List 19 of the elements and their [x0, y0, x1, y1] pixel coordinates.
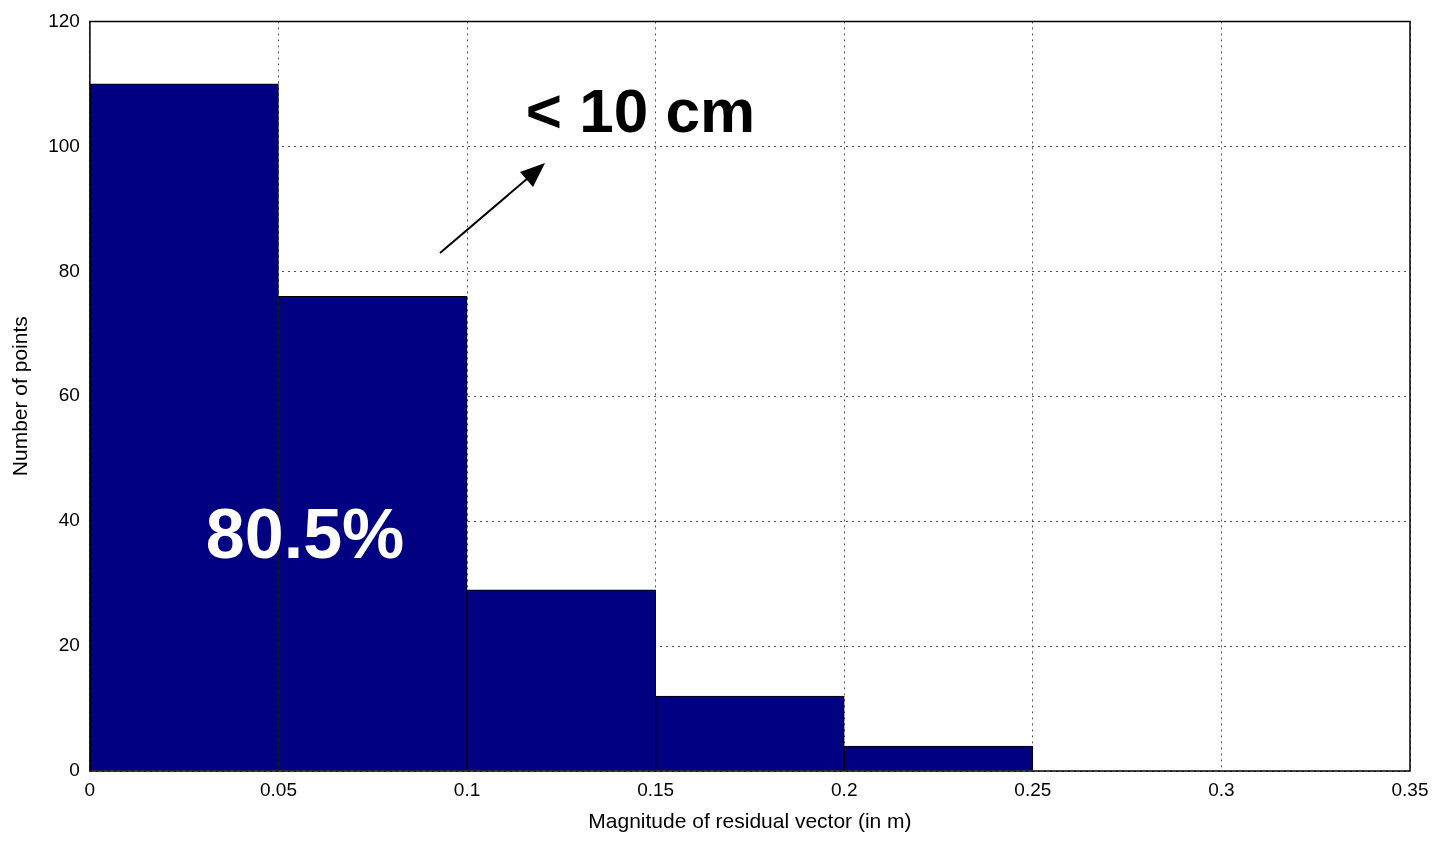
annotation: 80.5% — [205, 494, 405, 573]
x-tick-label: 0.3 — [1208, 778, 1235, 800]
x-tick-label: 0.1 — [453, 778, 481, 800]
y-tick-label: 120 — [48, 9, 80, 31]
x-tick-label: 0.35 — [1391, 778, 1429, 800]
y-tick-label: 40 — [58, 509, 80, 531]
x-tick-label: 0.05 — [259, 778, 297, 800]
x-tick-label: 0.2 — [831, 778, 858, 800]
y-tick-label: 80 — [58, 259, 80, 281]
x-tick-label: 0 — [84, 778, 96, 800]
y-tick-label: 60 — [58, 384, 80, 406]
y-tick-label: 20 — [58, 634, 80, 656]
y-tick-label: 0 — [69, 759, 80, 781]
y-tick-label: 100 — [48, 134, 80, 156]
x-tick-label: 0.25 — [1014, 778, 1052, 800]
annotation: < 10 cm — [525, 76, 755, 146]
y-axis-title: Number of points — [8, 316, 32, 477]
x-tick-label: 0.15 — [637, 778, 675, 800]
x-axis-title: Magnitude of residual vector (in m) — [588, 809, 912, 833]
